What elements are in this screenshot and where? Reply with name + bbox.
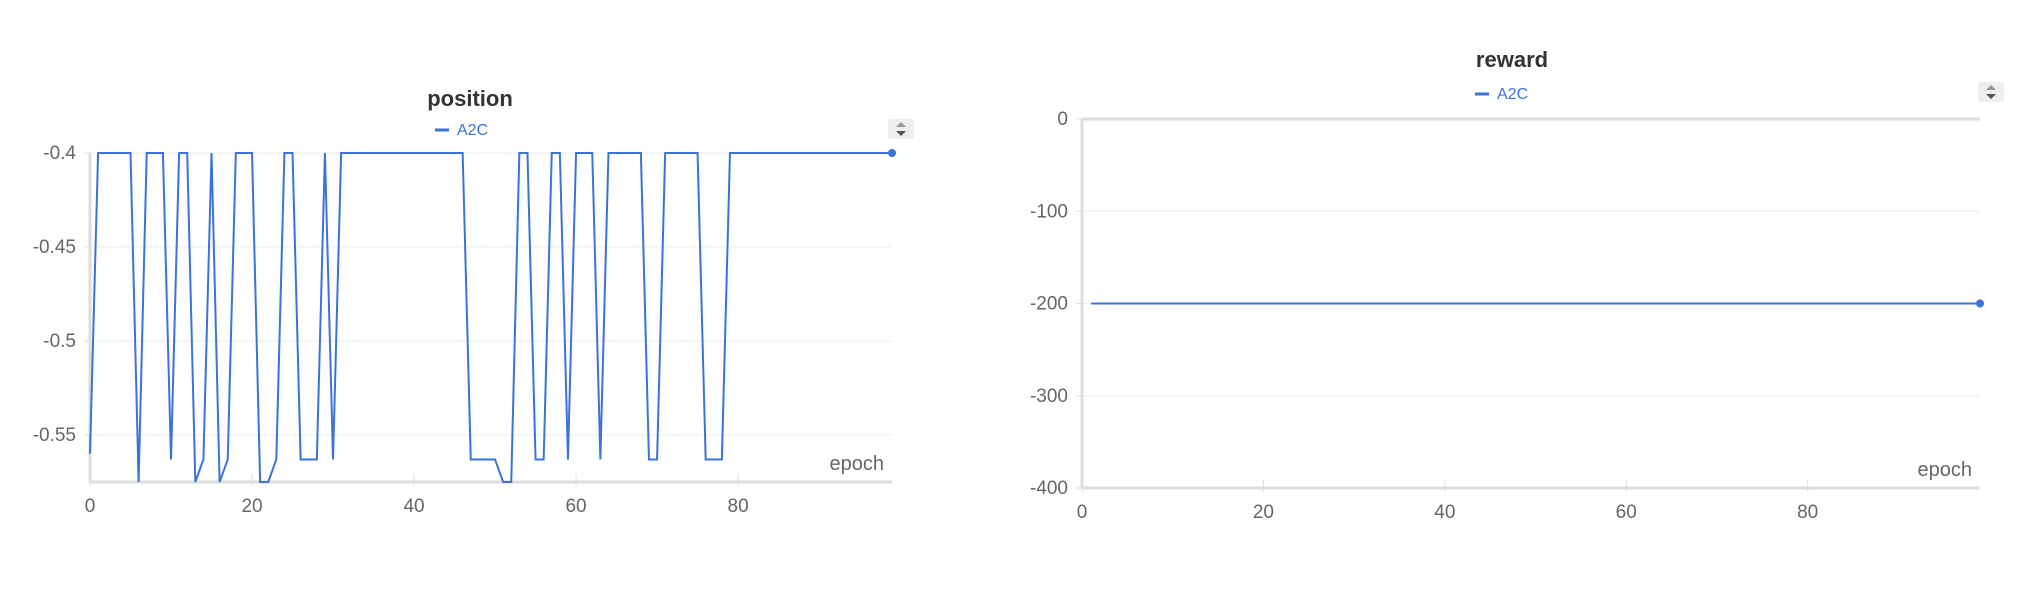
- reward-chart-panel: reward A2C 0 -100 -200 -300 -400 0 20 40 60 80 epoch: [1000, 0, 2029, 609]
- y-tick-label: -100: [1030, 201, 1068, 222]
- reward-chart: reward A2C 0 -100 -200 -300 -400 0 20 40 60 80 epoch: [1030, 47, 2004, 523]
- y-tick-label: -200: [1030, 294, 1068, 315]
- x-tick-label: 40: [403, 496, 424, 517]
- x-tick-label: 0: [1077, 502, 1088, 523]
- x-tick-label: 60: [1616, 502, 1637, 523]
- position-chart-panel: position A2C -0.4 -0.45 -0.5 -0.55 0 20 40 60 80 ep…: [0, 0, 960, 609]
- position-chart: position A2C -0.4 -0.45 -0.5 -0.55 0 20 40 60 80 ep…: [33, 86, 914, 517]
- x-tick-label: 60: [565, 496, 586, 517]
- x-tick-label: 0: [85, 496, 96, 517]
- series-line: [89, 152, 892, 483]
- chevron-up-icon: [896, 122, 906, 127]
- y-tick-label: -400: [1030, 478, 1068, 499]
- x-tick-label: 20: [1253, 502, 1274, 523]
- chevron-up-icon: [1986, 85, 1996, 90]
- series-end-point: [1976, 299, 1984, 308]
- x-axis-label: epoch: [1918, 459, 1973, 481]
- y-tick-label: -0.4: [43, 143, 76, 164]
- chart-title: position: [427, 86, 513, 111]
- legend-scroll-button[interactable]: [888, 119, 914, 139]
- chevron-down-icon: [1986, 94, 1996, 99]
- y-tick-label: -0.5: [43, 331, 76, 352]
- x-tick-label: 80: [1797, 502, 1818, 523]
- y-tick-label: -0.45: [33, 237, 76, 258]
- x-tick-label: 80: [728, 496, 749, 517]
- y-tick-label: -0.55: [33, 425, 76, 446]
- legend-label: A2C: [1497, 86, 1528, 103]
- x-tick-label: 20: [241, 496, 262, 517]
- y-tick-label: 0: [1057, 109, 1068, 130]
- y-tick-label: -300: [1030, 386, 1068, 407]
- chevron-down-icon: [896, 131, 906, 136]
- x-axis-label: epoch: [830, 453, 885, 475]
- legend-label: A2C: [457, 122, 488, 139]
- x-tick-label: 40: [1434, 502, 1455, 523]
- legend-scroll-button[interactable]: [1978, 82, 2004, 102]
- series-end-point: [888, 149, 896, 157]
- chart-title: reward: [1476, 47, 1548, 72]
